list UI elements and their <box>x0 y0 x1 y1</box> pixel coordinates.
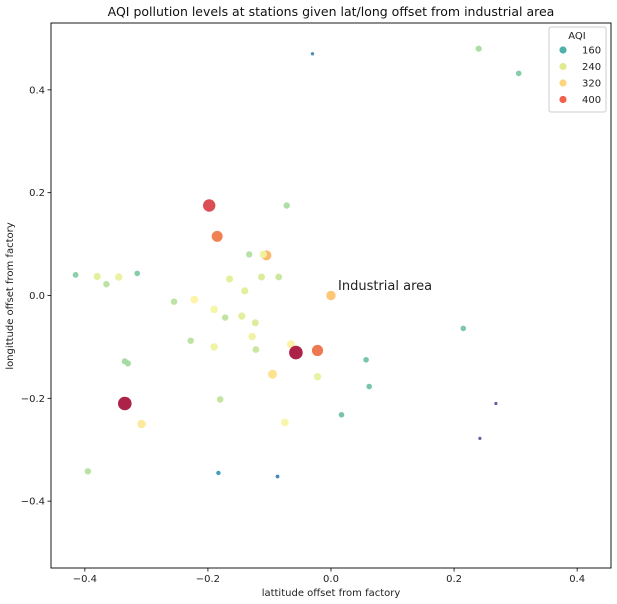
data-point-4 <box>283 202 290 209</box>
data-point-29 <box>210 343 218 351</box>
data-point-12 <box>134 270 140 277</box>
data-point-41 <box>494 401 498 406</box>
data-point-47 <box>216 470 221 476</box>
data-point-42 <box>338 412 345 418</box>
data-point-19 <box>170 298 178 305</box>
data-point-16 <box>275 273 283 281</box>
legend-label-160: 160 <box>582 46 601 57</box>
data-point-30 <box>252 346 260 353</box>
points-layer <box>72 45 522 479</box>
data-point-43 <box>137 419 146 429</box>
data-point-3 <box>203 199 216 212</box>
legend-marker-400 <box>559 95 567 104</box>
data-point-25 <box>460 325 467 332</box>
data-point-46 <box>84 468 92 475</box>
y-axis-label: longittude offset from factory <box>5 222 16 369</box>
data-point-17 <box>241 287 249 295</box>
data-point-34 <box>124 360 131 367</box>
data-point-9 <box>72 272 79 278</box>
x-tick-label-2: 0.0 <box>323 574 339 585</box>
data-point-1 <box>475 45 482 52</box>
legend: AQI 160 240 320 400 <box>548 26 607 113</box>
data-point-37 <box>313 373 322 381</box>
data-point-7 <box>259 250 267 259</box>
data-point-5 <box>211 230 223 242</box>
data-point-23 <box>222 314 229 321</box>
data-point-13 <box>103 281 110 288</box>
data-point-2 <box>515 70 522 77</box>
x-tick-label-3: 0.2 <box>446 574 462 585</box>
y-tick-label-2: 0.0 <box>29 291 45 302</box>
data-point-24 <box>251 319 259 327</box>
y-tick-label-1: −0.2 <box>21 394 45 405</box>
data-point-36 <box>268 369 277 379</box>
data-point-10 <box>93 272 101 281</box>
x-tick-label-0: −0.4 <box>73 574 97 585</box>
data-point-20 <box>190 295 199 304</box>
data-point-26 <box>248 332 256 341</box>
data-point-27 <box>187 337 194 344</box>
x-tick-label-1: −0.2 <box>196 574 220 585</box>
legend-label-320: 320 <box>582 79 601 90</box>
y-axis-ticks: −0.4 −0.2 0.0 0.2 0.4 <box>21 85 51 508</box>
data-point-21 <box>210 305 218 314</box>
data-point-38 <box>366 383 373 390</box>
legend-label-240: 240 <box>582 62 601 73</box>
data-point-15 <box>258 273 265 281</box>
data-point-11 <box>115 273 123 281</box>
data-point-40 <box>118 396 132 411</box>
data-point-45 <box>478 436 482 440</box>
legend-marker-160 <box>559 46 567 54</box>
legend-marker-240 <box>559 62 567 71</box>
legend-title: AQI <box>568 31 586 42</box>
data-point-48 <box>275 474 280 479</box>
data-point-18 <box>326 290 336 301</box>
data-point-39 <box>216 396 224 403</box>
y-tick-label-4: 0.4 <box>29 85 45 96</box>
x-tick-label-4: 0.4 <box>569 574 585 585</box>
chart-title: AQI pollution levels at stations given l… <box>108 4 555 19</box>
data-point-28 <box>287 340 295 349</box>
data-point-8 <box>246 251 253 258</box>
x-axis-label: lattitude offset from factory <box>262 588 401 599</box>
annotation-industrial-area: Industrial area <box>338 279 432 294</box>
data-point-35 <box>363 357 369 363</box>
data-point-32 <box>311 344 324 357</box>
y-tick-label-0: −0.4 <box>21 497 45 508</box>
x-axis-ticks: −0.4 −0.2 0.0 0.2 0.4 <box>73 568 585 585</box>
data-point-14 <box>225 275 234 283</box>
y-tick-label-3: 0.2 <box>29 188 45 199</box>
data-point-22 <box>238 312 246 320</box>
data-point-44 <box>280 418 289 427</box>
data-point-0 <box>310 52 315 56</box>
legend-marker-320 <box>559 79 567 87</box>
legend-entries: 160 240 320 400 <box>559 46 601 106</box>
data-point-31 <box>289 345 303 360</box>
legend-label-400: 400 <box>582 95 601 106</box>
